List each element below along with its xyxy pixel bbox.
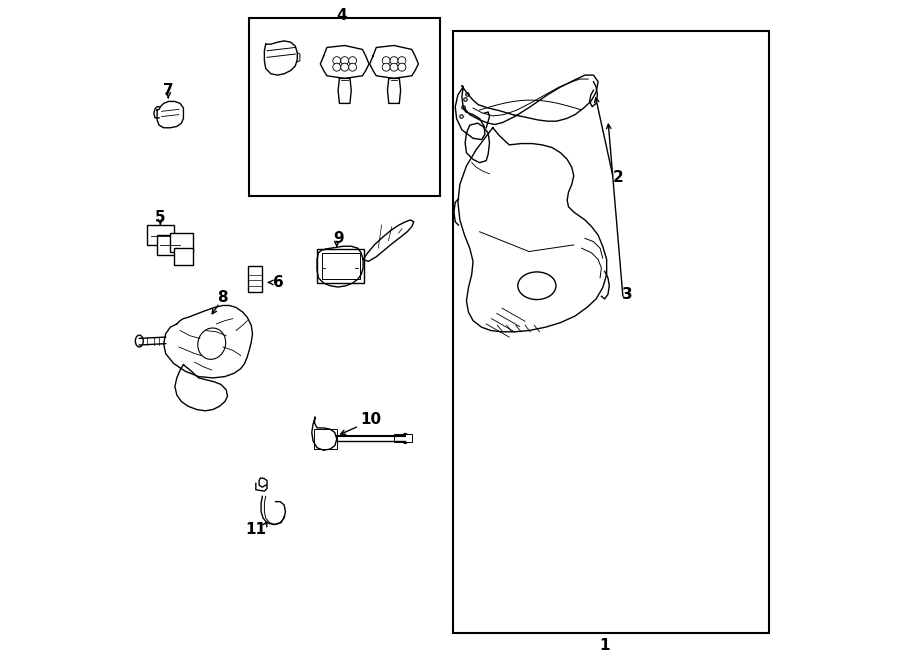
- Text: 8: 8: [218, 290, 229, 305]
- Ellipse shape: [518, 272, 556, 299]
- Circle shape: [390, 63, 398, 71]
- Circle shape: [333, 57, 341, 65]
- Text: 5: 5: [155, 210, 166, 225]
- Bar: [454, 31, 770, 633]
- Bar: [170, 233, 194, 252]
- Circle shape: [341, 57, 348, 65]
- Text: 6: 6: [274, 275, 284, 290]
- Circle shape: [333, 63, 341, 71]
- Bar: [249, 18, 440, 196]
- Circle shape: [382, 63, 390, 71]
- Circle shape: [341, 63, 348, 71]
- Ellipse shape: [135, 335, 143, 347]
- Text: 1: 1: [599, 638, 610, 652]
- Ellipse shape: [402, 434, 409, 444]
- Bar: [394, 434, 412, 442]
- Bar: [314, 429, 338, 449]
- Circle shape: [382, 57, 390, 65]
- Bar: [148, 225, 174, 245]
- Circle shape: [398, 63, 406, 71]
- Bar: [174, 249, 194, 264]
- Circle shape: [398, 57, 406, 65]
- Bar: [248, 266, 263, 292]
- Text: 3: 3: [623, 287, 633, 302]
- Circle shape: [348, 63, 356, 71]
- Ellipse shape: [198, 328, 226, 360]
- Text: 9: 9: [333, 231, 344, 246]
- Text: 10: 10: [361, 412, 382, 427]
- Text: 2: 2: [613, 171, 623, 185]
- Bar: [158, 235, 184, 254]
- Bar: [317, 249, 364, 283]
- Text: 4: 4: [336, 9, 346, 23]
- Circle shape: [390, 57, 398, 65]
- Bar: [321, 253, 360, 279]
- Circle shape: [348, 57, 356, 65]
- Text: 11: 11: [246, 522, 266, 537]
- Text: 7: 7: [163, 83, 174, 98]
